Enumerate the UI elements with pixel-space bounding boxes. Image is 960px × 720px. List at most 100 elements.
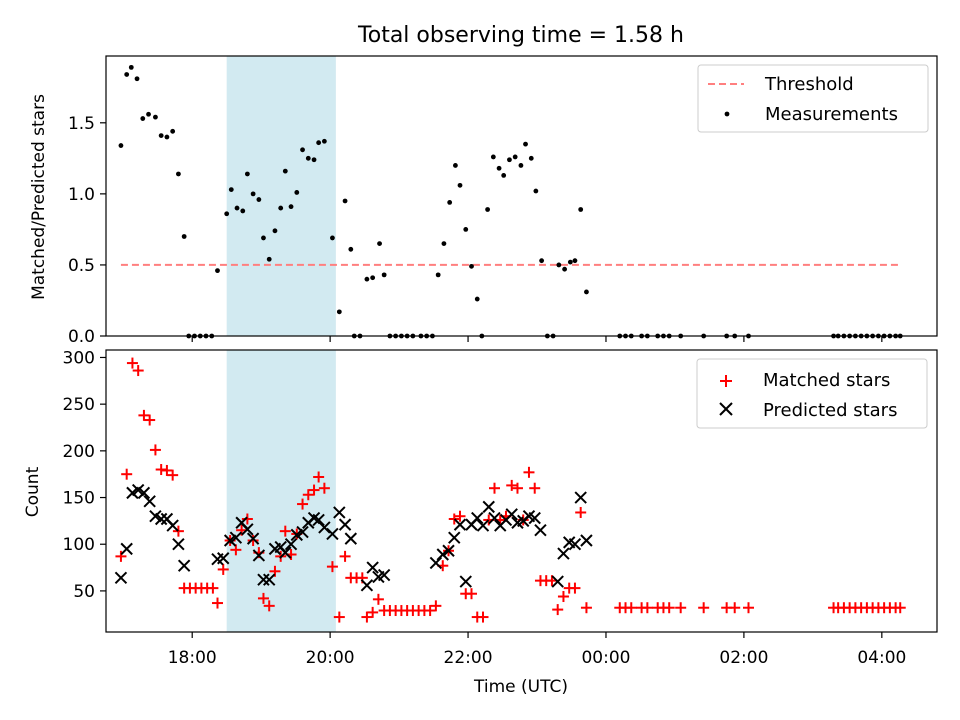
matched-star-point (894, 602, 906, 614)
predicted-star-stroke (442, 544, 455, 557)
matched-star-point (161, 464, 173, 476)
ratio-legend: Threshold Measurements (697, 64, 929, 133)
measurement-point (485, 207, 490, 212)
predicted-star-point (326, 527, 339, 541)
measurement-point (453, 163, 458, 168)
predicted-star-stroke (172, 538, 185, 551)
count-ytick-label: 300 (63, 348, 95, 368)
measurement-point (364, 276, 370, 282)
predicted-star-stroke (488, 511, 501, 525)
measurement-point (330, 235, 335, 241)
predicted-star-stroke (257, 573, 270, 586)
predicted-star-point (534, 524, 547, 537)
predicted-star-stroke (160, 512, 174, 526)
ratio-legend-box (697, 64, 929, 133)
measurement-point (278, 205, 284, 211)
ratio-shaded-interval (226, 56, 336, 336)
matched-star-point (575, 506, 587, 518)
predicted-star-stroke (459, 575, 472, 588)
measurement-point (224, 211, 230, 217)
ratio-ytick-label: 1.5 (68, 114, 95, 134)
predicted-star-point (338, 518, 352, 531)
measurement-point (244, 171, 250, 177)
matched-star-point (279, 525, 291, 537)
ratio-ytick-label: 1.0 (68, 185, 95, 205)
predicted-star-stroke (137, 486, 151, 500)
predicted-star-point (551, 575, 564, 588)
predicted-star-point (366, 561, 379, 574)
predicted-star-stroke (476, 519, 490, 532)
measurement-point (134, 76, 140, 82)
measurement-point (447, 199, 453, 205)
ratio-panel: 0.0 0.5 1.0 1.5 Matched/Predicted stars Thr… (29, 55, 938, 347)
measurement-point (469, 263, 474, 269)
matched-star-point (302, 489, 314, 501)
matched-star-point (217, 563, 229, 575)
predicted-star-point (442, 544, 455, 557)
predicted-star-point (448, 531, 461, 544)
predicted-star-stroke (360, 579, 374, 592)
predicted-star-point (143, 495, 156, 508)
measurement-point (176, 171, 181, 177)
measurement-point (523, 141, 528, 147)
count-ytick-label: 150 (63, 489, 95, 509)
matched-star-point (466, 588, 478, 600)
measurement-point (533, 188, 539, 194)
predicted-star-stroke (522, 510, 536, 523)
predicted-star-point (318, 521, 331, 534)
predicted-star-point (488, 511, 501, 525)
matched-star-point (308, 484, 320, 496)
matched-star-point (511, 482, 523, 494)
measurement-point (158, 133, 164, 138)
predicted-star-point (528, 511, 541, 525)
matched-star-point (339, 550, 351, 562)
legend-predicted-label: Predicted stars (763, 400, 897, 421)
matched-star-point (126, 357, 138, 369)
predicted-star-point (333, 506, 346, 519)
legend-matched-label: Matched stars (763, 370, 890, 391)
predicted-star-stroke (333, 506, 346, 519)
count-y-ticks: 50 100 150 200 250 300 (63, 348, 106, 602)
measurement-point (556, 262, 562, 268)
count-ytick-label: 50 (73, 582, 95, 602)
predicted-star-stroke (557, 547, 570, 560)
predicted-star-point (137, 486, 151, 500)
count-axes-frame (105, 349, 938, 633)
count-x-ticks: 18:00 20:00 22:00 00:00 02:00 04:00 (168, 632, 906, 668)
legend-measurements-swatch (724, 111, 730, 117)
measurement-point (316, 140, 322, 146)
matched-star-point (207, 582, 219, 594)
measurement-point (266, 256, 272, 262)
predicted-star-point (257, 573, 270, 586)
predicted-star-stroke (448, 531, 461, 544)
predicted-star-stroke (505, 508, 518, 521)
measurement-point (140, 116, 146, 121)
predicted-star-point (580, 534, 593, 547)
predicted-star-point (252, 549, 266, 562)
measurement-point (124, 72, 130, 77)
measurement-point (164, 134, 170, 140)
predicted-star-point (429, 556, 443, 570)
matched-star-point (552, 604, 564, 616)
matched-star-point (138, 409, 150, 421)
matched-star-point (488, 482, 500, 494)
predicted-star-point (344, 532, 358, 545)
predicted-star-stroke (574, 491, 587, 504)
measurement-point (311, 157, 317, 163)
measurement-point (441, 241, 447, 247)
count-xtick-label: 22:00 (444, 648, 493, 668)
measurement-point (578, 207, 584, 212)
predicted-star-point (154, 512, 168, 526)
measurement-point (528, 155, 534, 161)
matched-star-point (743, 602, 755, 614)
ratio-marks (118, 64, 903, 339)
predicted-star-point (217, 552, 230, 565)
predicted-star-stroke (307, 511, 321, 525)
measurement-point (294, 190, 300, 195)
measurement-point (305, 155, 311, 161)
predicted-star-point (574, 491, 587, 504)
matched-star-point (257, 592, 269, 604)
predicted-star-stroke (338, 518, 352, 531)
predicted-star-point (241, 523, 254, 536)
matched-star-point (372, 593, 384, 605)
